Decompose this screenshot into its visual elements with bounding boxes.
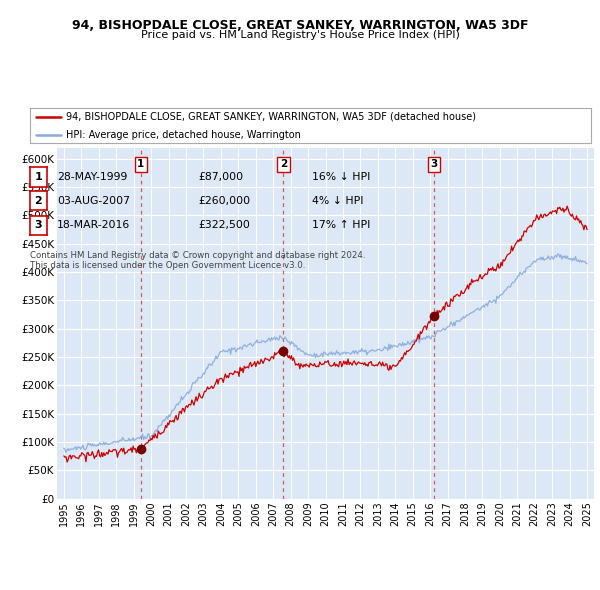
Text: 1: 1 bbox=[137, 159, 145, 169]
Text: 3: 3 bbox=[35, 221, 42, 230]
Text: 2: 2 bbox=[35, 196, 42, 205]
Text: £322,500: £322,500 bbox=[198, 221, 250, 230]
Text: £87,000: £87,000 bbox=[198, 172, 243, 182]
Text: Price paid vs. HM Land Registry's House Price Index (HPI): Price paid vs. HM Land Registry's House … bbox=[140, 30, 460, 40]
Text: Contains HM Land Registry data © Crown copyright and database right 2024.: Contains HM Land Registry data © Crown c… bbox=[30, 251, 365, 260]
Text: 94, BISHOPDALE CLOSE, GREAT SANKEY, WARRINGTON, WA5 3DF: 94, BISHOPDALE CLOSE, GREAT SANKEY, WARR… bbox=[72, 19, 528, 32]
Text: 3: 3 bbox=[430, 159, 437, 169]
Text: HPI: Average price, detached house, Warrington: HPI: Average price, detached house, Warr… bbox=[67, 130, 301, 139]
Text: £260,000: £260,000 bbox=[198, 196, 250, 205]
Text: 28-MAY-1999: 28-MAY-1999 bbox=[57, 172, 127, 182]
Text: 2: 2 bbox=[280, 159, 287, 169]
Text: 03-AUG-2007: 03-AUG-2007 bbox=[57, 196, 130, 205]
Text: 16% ↓ HPI: 16% ↓ HPI bbox=[312, 172, 370, 182]
Text: 4% ↓ HPI: 4% ↓ HPI bbox=[312, 196, 364, 205]
Text: 17% ↑ HPI: 17% ↑ HPI bbox=[312, 221, 370, 230]
Text: 94, BISHOPDALE CLOSE, GREAT SANKEY, WARRINGTON, WA5 3DF (detached house): 94, BISHOPDALE CLOSE, GREAT SANKEY, WARR… bbox=[67, 112, 476, 122]
Text: 18-MAR-2016: 18-MAR-2016 bbox=[57, 221, 130, 230]
Text: 1: 1 bbox=[35, 172, 42, 182]
Text: This data is licensed under the Open Government Licence v3.0.: This data is licensed under the Open Gov… bbox=[30, 261, 305, 270]
